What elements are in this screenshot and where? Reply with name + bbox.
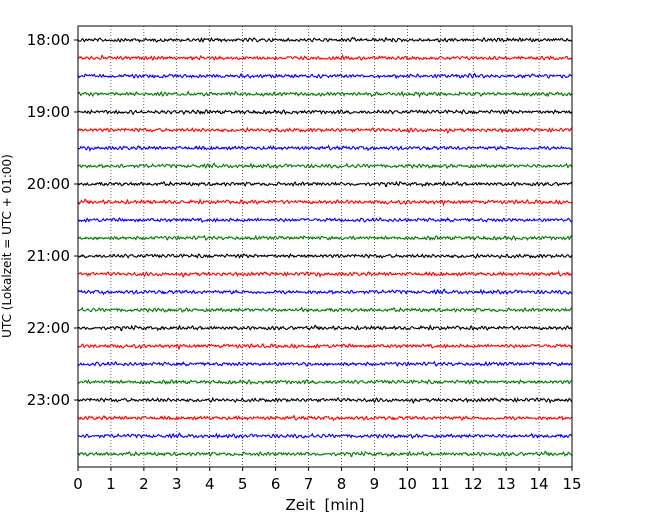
- trace-line: [77, 414, 573, 422]
- x-tick-label: 11: [431, 475, 450, 493]
- y-tick-label: 21:00: [27, 247, 70, 265]
- trace-line: [77, 162, 573, 169]
- x-tick-label: 2: [139, 475, 149, 493]
- x-tick-label: 6: [271, 475, 281, 493]
- x-tick-label: 1: [106, 475, 116, 493]
- x-tick-label: 13: [497, 475, 516, 493]
- y-axis-ticks: 18:00 19:00 20:00 21:00 22:00 23:00: [27, 31, 78, 409]
- y-tick-label: 23:00: [27, 391, 70, 409]
- trace-line: [77, 198, 573, 207]
- trace-line: [77, 108, 573, 116]
- x-axis-ticks: 0 1 2 3 4 5 6 7 8 9 10 11 12 13 14 15: [73, 467, 582, 493]
- y-tick-label: 18:00: [27, 31, 70, 49]
- x-tick-label: 10: [398, 475, 417, 493]
- trace-line: [77, 144, 573, 153]
- trace-line: [77, 252, 573, 259]
- y-axis-label: UTC (Lokalzeit = UTC + 01:00): [0, 154, 14, 338]
- y-tick-label: 22:00: [27, 319, 70, 337]
- y-tick-label: 19:00: [27, 103, 70, 121]
- x-tick-label: 15: [562, 475, 581, 493]
- trace-line: [77, 378, 573, 386]
- trace-line: [77, 36, 573, 44]
- plot-frame: [77, 25, 573, 468]
- trace-line: [77, 180, 573, 188]
- trace-line: [77, 432, 573, 439]
- seismic-traces: [77, 36, 573, 458]
- trace-line: [77, 72, 573, 80]
- trace-line: [77, 288, 573, 296]
- trace-line: [77, 324, 573, 332]
- y-tick-label: 20:00: [27, 175, 70, 193]
- trace-line: [77, 234, 573, 242]
- trace-line: [77, 360, 573, 367]
- trace-line: [77, 126, 573, 135]
- x-tick-label: 14: [530, 475, 549, 493]
- trace-line: [77, 270, 573, 279]
- trace-line: [77, 343, 573, 351]
- trace-line: [77, 396, 573, 405]
- x-tick-label: 4: [205, 475, 215, 493]
- x-tick-label: 5: [238, 475, 248, 493]
- x-tick-label: 0: [73, 475, 83, 493]
- x-tick-label: 3: [172, 475, 182, 493]
- trace-line: [77, 306, 573, 314]
- trace-line: [77, 450, 573, 458]
- trace-line: [77, 216, 573, 224]
- x-tick-label: 9: [370, 475, 380, 493]
- trace-line: [77, 53, 573, 62]
- trace-line: [77, 90, 573, 99]
- x-axis-label: Zeit [min]: [285, 496, 364, 514]
- x-tick-label: 7: [304, 475, 314, 493]
- x-tick-label: 8: [337, 475, 347, 493]
- x-tick-label: 12: [464, 475, 483, 493]
